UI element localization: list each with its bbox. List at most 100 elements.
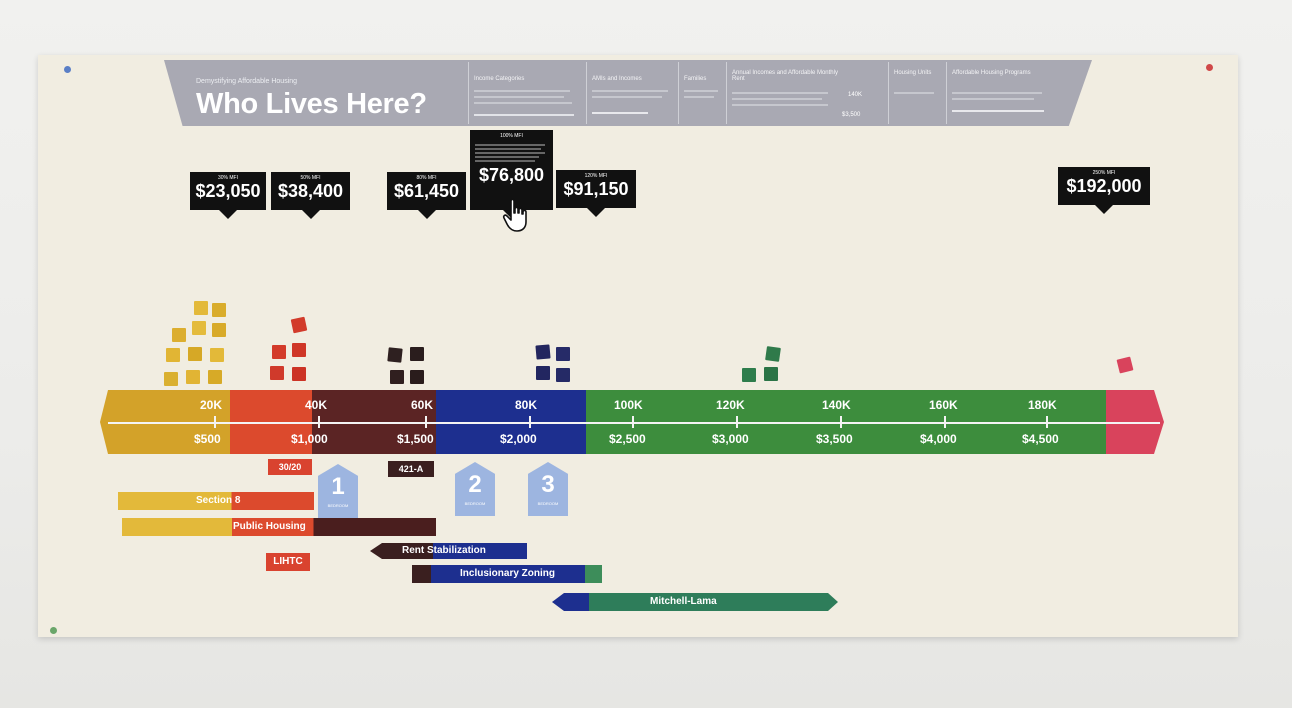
rent-tick-label: $4,500	[1022, 432, 1059, 446]
text-line	[732, 98, 822, 100]
header-section-income-categories: Income Categories	[468, 62, 583, 124]
text-line	[474, 102, 572, 104]
rent-example-income: 140K	[848, 92, 863, 98]
rent-tick-label: $3,000	[712, 432, 749, 446]
mfi-amount: $23,050	[195, 181, 261, 201]
mfi-marker-50[interactable]: 50% MFI $38,400	[271, 172, 350, 219]
house-number: 2	[468, 471, 482, 498]
program-tag-421a: 421-A	[388, 461, 434, 477]
program-label: Inclusionary Zoning	[460, 568, 556, 579]
header-section-label: Income Categories	[474, 76, 525, 82]
header-section-label: Families	[684, 76, 707, 82]
program-bar-rent-stabilization: Rent Stabilization	[370, 543, 527, 559]
program-label: Mitchell-Lama	[650, 596, 717, 607]
text-line	[732, 104, 828, 106]
hand-cursor-icon	[502, 198, 527, 232]
mfi-description-lines	[470, 140, 553, 166]
program-tag-30-20: 30/20	[268, 459, 312, 475]
house-caption: BEDROOM	[464, 501, 486, 506]
mfi-marker-100[interactable]: 100% MFI $76,800	[470, 130, 553, 219]
house-number: 3	[541, 471, 555, 498]
house-caption: BEDROOM	[537, 501, 559, 506]
text-line	[952, 110, 1044, 112]
mfi-amount: $192,000	[1066, 176, 1142, 196]
axis-tick	[529, 416, 531, 428]
axis-tick	[944, 416, 946, 428]
mfi-amount: $61,450	[393, 181, 460, 201]
house-caption: BEDROOM	[327, 503, 349, 508]
income-tick-label: 40K	[305, 398, 328, 412]
mfi-amount: $76,800	[478, 165, 545, 185]
rent-tick-label: $1,500	[397, 432, 434, 446]
poster	[38, 55, 1238, 637]
rent-tick-label: $4,000	[920, 432, 957, 446]
mfi-marker-120[interactable]: 120% MFI $91,150	[556, 170, 636, 217]
income-axis-line	[108, 422, 1160, 424]
axis-tick	[425, 416, 427, 428]
header-section-label: AMIs and Incomes	[592, 76, 642, 82]
income-tick-label: 140K	[822, 398, 851, 412]
mfi-marker-30[interactable]: 30% MFI $23,050	[190, 172, 266, 219]
header-section-families: Families	[678, 62, 725, 124]
rent-tick-label: $1,000	[291, 432, 328, 446]
header-section-programs: Affordable Housing Programs	[946, 62, 1087, 124]
text-line	[592, 96, 662, 98]
pushpin	[50, 627, 57, 634]
program-bar-lihtc: LIHTC	[266, 553, 310, 571]
text-line	[952, 92, 1042, 94]
rent-tick-label: $3,500	[816, 432, 853, 446]
program-label: Section 8	[196, 495, 241, 506]
pushpin	[1206, 64, 1213, 71]
text-line	[592, 112, 648, 114]
text-line	[684, 96, 714, 98]
poster-subtitle: Demystifying Affordable Housing	[196, 78, 298, 85]
income-tick-label: 160K	[929, 398, 958, 412]
program-bar-section-8: Section 8	[118, 492, 314, 510]
program-label: Public Housing	[233, 521, 306, 532]
header-section-annual-incomes: Annual Incomes and Affordable Monthly Re…	[726, 62, 887, 124]
rent-tick-label: $2,500	[609, 432, 646, 446]
mfi-label: 80% MFI	[416, 175, 437, 181]
axis-tick	[736, 416, 738, 428]
mfi-label: 30% MFI	[217, 175, 238, 181]
house-1-bedroom: 1 BEDROOM	[318, 464, 358, 518]
axis-tick	[318, 416, 320, 428]
poster-title: Who Lives Here?	[196, 88, 427, 120]
house-2-bedroom: 2 BEDROOM	[455, 462, 495, 516]
header-section-label: Housing Units	[894, 70, 932, 76]
axis-tick	[840, 416, 842, 428]
mfi-label: 100% MFI	[500, 133, 523, 139]
mfi-amount: $38,400	[277, 181, 344, 201]
mfi-pointer	[587, 208, 605, 217]
text-line	[592, 90, 668, 92]
axis-tick	[214, 416, 216, 428]
house-3-bedroom: 3 BEDROOM	[528, 462, 568, 516]
rent-tick-label: $2,000	[500, 432, 537, 446]
mfi-pointer	[417, 210, 436, 219]
mfi-label: 120% MFI	[584, 173, 608, 179]
program-label: LIHTC	[273, 556, 303, 567]
mfi-label: 250% MFI	[1092, 170, 1116, 176]
axis-tick	[632, 416, 634, 428]
text-line	[952, 98, 1034, 100]
text-line	[474, 114, 574, 116]
header-section-label: Annual Incomes and Affordable Monthly Re…	[732, 70, 838, 82]
mfi-label: 50% MFI	[300, 175, 321, 181]
text-line	[894, 92, 934, 94]
mfi-marker-250[interactable]: 250% MFI $192,000	[1058, 167, 1150, 214]
income-tick-label: 120K	[716, 398, 745, 412]
axis-tick	[1046, 416, 1048, 428]
pushpin	[64, 66, 71, 73]
income-tick-label: 100K	[614, 398, 643, 412]
income-tick-label: 20K	[200, 398, 223, 412]
income-tick-label: 80K	[515, 398, 538, 412]
mfi-marker-80[interactable]: 80% MFI $61,450	[387, 172, 466, 219]
mfi-pointer	[219, 210, 237, 219]
mfi-amount: $91,150	[563, 179, 629, 199]
header-section-housing-units: Housing Units	[888, 62, 945, 124]
mfi-pointer	[1095, 205, 1113, 214]
header-section-amis: AMIs and Incomes	[586, 62, 677, 124]
rent-example-value: $3,500	[842, 112, 861, 118]
poster-header	[164, 60, 1092, 126]
program-bar-mitchell-lama: Mitchell-Lama	[552, 593, 838, 611]
